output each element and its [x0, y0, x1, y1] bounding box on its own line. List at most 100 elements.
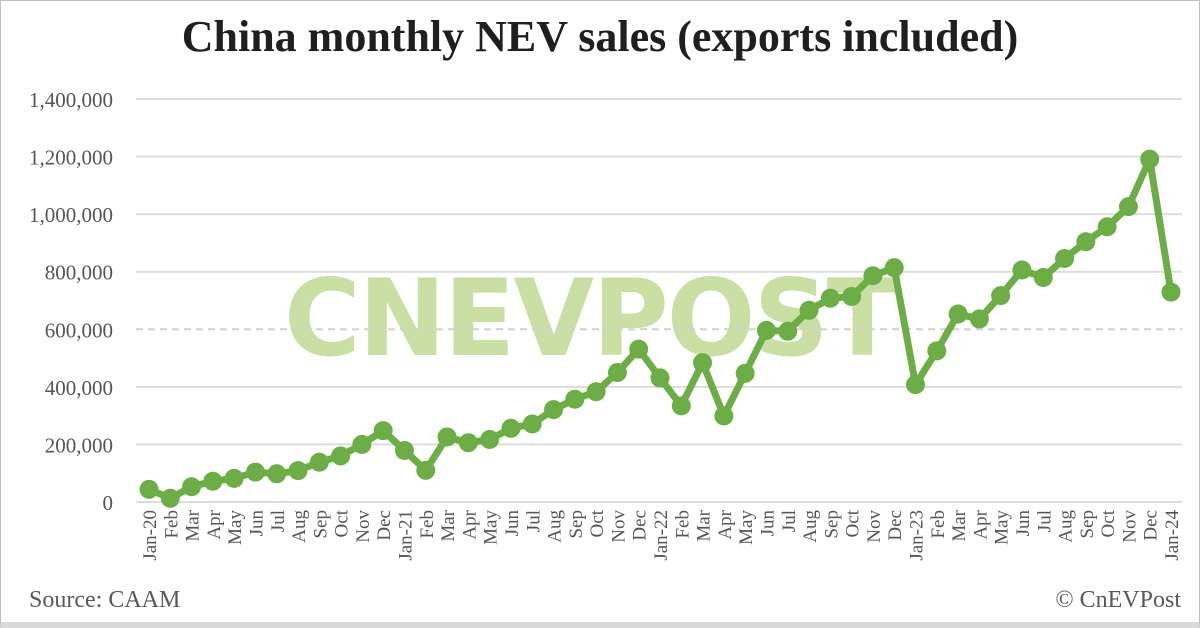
y-axis-tick-label: 1,000,000	[29, 203, 113, 227]
data-point	[586, 382, 606, 402]
x-axis-tick-label: Sep	[566, 510, 587, 539]
y-axis-tick-label: 1,200,000	[29, 146, 113, 170]
data-point	[756, 320, 776, 340]
data-point	[565, 389, 585, 409]
data-point	[139, 479, 159, 499]
data-point	[671, 396, 691, 416]
data-point	[182, 477, 202, 497]
data-point	[650, 368, 670, 388]
data-point	[373, 421, 393, 441]
data-point	[245, 462, 265, 482]
data-point	[267, 464, 287, 484]
y-axis-tick-label: 1,400,000	[29, 88, 113, 112]
data-point	[544, 400, 564, 420]
x-axis-tick-label: Mar	[949, 509, 970, 541]
x-axis-tick-label: May	[992, 510, 1013, 545]
data-point	[607, 362, 627, 382]
x-axis-tick-label: May	[736, 510, 757, 545]
data-point	[1076, 232, 1096, 252]
x-axis-tick-label: Sep	[310, 510, 331, 539]
y-axis-tick-label: 800,000	[45, 261, 113, 285]
data-point	[1033, 267, 1053, 287]
x-axis-tick-label: Feb	[161, 510, 182, 539]
x-axis-tick-label: Oct	[1098, 509, 1119, 537]
x-axis-tick-label: May	[481, 510, 502, 545]
data-point	[1097, 217, 1117, 237]
chart-title: China monthly NEV sales (exports include…	[181, 12, 1019, 61]
x-axis-tick-label: Jan-22	[651, 510, 672, 561]
x-axis-tick-label: Aug	[289, 510, 310, 543]
x-axis-tick-label: Mar	[183, 509, 204, 541]
x-axis-tick-label: Sep	[821, 510, 842, 539]
data-point	[395, 440, 414, 460]
y-axis-tick-label: 400,000	[45, 376, 113, 400]
x-axis-tick-label: Jul	[268, 510, 289, 532]
data-point	[160, 488, 180, 508]
x-axis-tick-label: Dec	[374, 510, 395, 541]
x-axis-tick-label: Oct	[587, 509, 608, 537]
copyright-label: © CnEVPost	[1055, 587, 1181, 613]
x-axis-tick-label: Aug	[1056, 510, 1077, 543]
y-axis-tick-label: 600,000	[45, 318, 113, 342]
x-axis-tick-label: Oct	[332, 509, 353, 537]
data-point	[778, 321, 798, 341]
x-axis-tick-label: Aug	[545, 510, 566, 543]
x-axis-tick-label: Jan-23	[907, 510, 928, 561]
x-axis-tick-label: Sep	[1077, 510, 1098, 539]
x-axis-tick-label: Jul	[779, 510, 800, 532]
data-point	[991, 286, 1011, 306]
data-point	[948, 304, 968, 324]
x-axis-tick-label: Jan-24	[1162, 510, 1183, 561]
x-axis-tick-label: Aug	[800, 510, 821, 543]
data-point	[969, 309, 989, 329]
x-axis-tick-label: May	[225, 510, 246, 545]
data-point	[863, 266, 883, 286]
data-point	[352, 434, 372, 454]
x-axis-tick-label: Nov	[864, 510, 885, 543]
source-label: Source: CAAM	[29, 587, 181, 613]
data-point	[820, 288, 840, 308]
data-point	[799, 300, 819, 320]
x-axis-tick-label: Jan-20	[140, 510, 161, 561]
data-point	[203, 471, 223, 491]
data-point	[480, 430, 500, 450]
x-axis-tick-label: Jun	[757, 510, 778, 537]
x-axis-tick-label: Oct	[843, 509, 864, 537]
x-axis-tick-label: Apr	[459, 509, 480, 539]
x-axis-tick-label: Dec	[885, 510, 906, 541]
data-point	[309, 452, 329, 472]
x-axis-tick-label: Jan-21	[396, 510, 417, 561]
x-axis-tick-label: Jun	[246, 510, 267, 537]
y-axis-tick-label: 200,000	[45, 433, 113, 457]
x-axis-tick-label: Nov	[608, 510, 629, 543]
x-axis-tick-label: Feb	[928, 510, 949, 539]
data-point	[1055, 248, 1075, 268]
x-axis-tick-label: Nov	[1119, 510, 1140, 543]
data-point	[224, 468, 244, 488]
data-point	[331, 446, 351, 466]
data-point	[1140, 149, 1160, 169]
x-axis-tick-label: Dec	[1141, 510, 1162, 541]
data-point	[693, 353, 713, 373]
data-point	[927, 341, 947, 361]
x-axis-tick-label: Jul	[523, 510, 544, 532]
data-point	[1118, 197, 1138, 217]
x-axis-tick-label: Jul	[1034, 510, 1055, 532]
y-axis-tick-label: 0	[103, 491, 114, 515]
data-point	[906, 375, 925, 395]
data-point	[629, 339, 649, 359]
data-point	[501, 418, 521, 438]
x-axis-tick-label: Feb	[672, 510, 693, 539]
x-axis-tick-label: Mar	[694, 509, 715, 541]
data-point	[437, 427, 457, 447]
data-point	[842, 286, 862, 306]
data-point	[458, 433, 478, 453]
x-axis-tick-label: Feb	[417, 510, 438, 539]
data-point	[288, 461, 308, 481]
x-axis-tick-label: Apr	[204, 509, 225, 539]
x-axis-tick-label: Apr	[715, 509, 736, 539]
data-point	[884, 258, 904, 278]
data-point	[714, 406, 734, 426]
